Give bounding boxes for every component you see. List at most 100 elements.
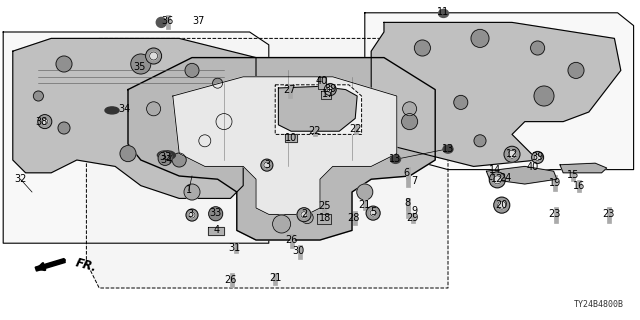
Text: 16: 16 bbox=[573, 180, 586, 191]
Text: 2: 2 bbox=[301, 209, 307, 219]
Circle shape bbox=[370, 210, 376, 216]
Ellipse shape bbox=[443, 145, 453, 153]
Bar bbox=[572, 169, 575, 181]
Text: 21: 21 bbox=[269, 273, 282, 284]
Circle shape bbox=[131, 54, 151, 74]
Polygon shape bbox=[278, 86, 357, 131]
Text: 21: 21 bbox=[358, 200, 371, 210]
Polygon shape bbox=[318, 76, 326, 89]
Polygon shape bbox=[173, 77, 397, 214]
Circle shape bbox=[532, 151, 543, 164]
Ellipse shape bbox=[390, 156, 401, 163]
Circle shape bbox=[568, 62, 584, 78]
Circle shape bbox=[534, 155, 541, 160]
Bar bbox=[363, 198, 367, 210]
Text: FR.: FR. bbox=[74, 256, 98, 274]
Polygon shape bbox=[128, 58, 435, 240]
Bar bbox=[553, 175, 557, 191]
Bar bbox=[577, 180, 581, 192]
Text: 10: 10 bbox=[285, 132, 298, 143]
Bar bbox=[290, 234, 294, 248]
Circle shape bbox=[366, 206, 380, 220]
Bar bbox=[406, 167, 410, 180]
Circle shape bbox=[209, 207, 223, 221]
Text: 1: 1 bbox=[186, 185, 192, 196]
Text: 26: 26 bbox=[224, 275, 237, 285]
Polygon shape bbox=[3, 32, 269, 243]
Circle shape bbox=[474, 135, 486, 147]
Circle shape bbox=[261, 159, 273, 171]
Circle shape bbox=[185, 63, 199, 77]
Bar bbox=[298, 244, 301, 259]
Text: 39: 39 bbox=[531, 152, 544, 162]
Text: 23: 23 bbox=[602, 209, 615, 220]
Circle shape bbox=[56, 56, 72, 72]
Text: 19: 19 bbox=[548, 178, 561, 188]
Text: 40: 40 bbox=[316, 76, 328, 86]
Circle shape bbox=[403, 102, 417, 116]
Circle shape bbox=[494, 197, 509, 213]
Polygon shape bbox=[86, 38, 448, 288]
Bar bbox=[313, 125, 317, 136]
Circle shape bbox=[38, 115, 52, 129]
Circle shape bbox=[504, 146, 520, 162]
Polygon shape bbox=[285, 134, 297, 142]
Text: 28: 28 bbox=[348, 212, 360, 223]
Circle shape bbox=[301, 212, 307, 218]
Bar bbox=[230, 273, 234, 287]
Text: 18: 18 bbox=[319, 213, 332, 223]
Text: 6: 6 bbox=[403, 168, 410, 178]
Text: 7: 7 bbox=[412, 176, 418, 186]
Polygon shape bbox=[35, 259, 65, 271]
Circle shape bbox=[297, 208, 311, 222]
Circle shape bbox=[146, 48, 161, 64]
Bar bbox=[288, 84, 292, 98]
Text: 40: 40 bbox=[527, 162, 540, 172]
Polygon shape bbox=[275, 85, 362, 134]
Text: 9: 9 bbox=[412, 206, 418, 216]
Bar bbox=[406, 198, 410, 210]
Circle shape bbox=[301, 212, 313, 224]
Bar bbox=[273, 273, 277, 285]
Polygon shape bbox=[371, 22, 621, 166]
Circle shape bbox=[150, 52, 157, 60]
Circle shape bbox=[172, 153, 186, 167]
Circle shape bbox=[508, 150, 516, 158]
Circle shape bbox=[273, 215, 291, 233]
Circle shape bbox=[498, 201, 506, 209]
Text: 4: 4 bbox=[213, 225, 220, 236]
Text: 35: 35 bbox=[133, 62, 146, 72]
Polygon shape bbox=[365, 13, 634, 170]
Polygon shape bbox=[321, 91, 332, 99]
Circle shape bbox=[324, 84, 336, 96]
Circle shape bbox=[346, 109, 358, 121]
Text: 33: 33 bbox=[159, 152, 172, 162]
Ellipse shape bbox=[157, 151, 175, 160]
Text: TY24B4800B: TY24B4800B bbox=[574, 300, 624, 309]
Text: 8: 8 bbox=[404, 198, 411, 208]
Circle shape bbox=[33, 91, 44, 101]
Circle shape bbox=[212, 78, 223, 88]
Circle shape bbox=[327, 87, 333, 92]
Ellipse shape bbox=[438, 9, 449, 17]
Text: 24: 24 bbox=[499, 172, 512, 183]
Text: 3: 3 bbox=[188, 209, 194, 220]
Circle shape bbox=[156, 17, 166, 28]
Text: 13: 13 bbox=[442, 144, 454, 154]
Bar bbox=[554, 207, 557, 223]
Bar bbox=[412, 213, 415, 223]
Circle shape bbox=[186, 209, 198, 221]
Bar bbox=[234, 243, 237, 253]
Bar bbox=[166, 15, 170, 29]
Text: 29: 29 bbox=[406, 212, 419, 223]
Text: 14: 14 bbox=[489, 165, 502, 175]
Text: 15: 15 bbox=[567, 170, 580, 180]
Circle shape bbox=[42, 119, 48, 124]
Polygon shape bbox=[486, 166, 557, 184]
Polygon shape bbox=[317, 213, 332, 224]
Bar bbox=[607, 207, 611, 223]
Circle shape bbox=[147, 102, 161, 116]
Circle shape bbox=[454, 95, 468, 109]
Text: 38: 38 bbox=[35, 117, 48, 127]
Text: 17: 17 bbox=[321, 89, 334, 100]
